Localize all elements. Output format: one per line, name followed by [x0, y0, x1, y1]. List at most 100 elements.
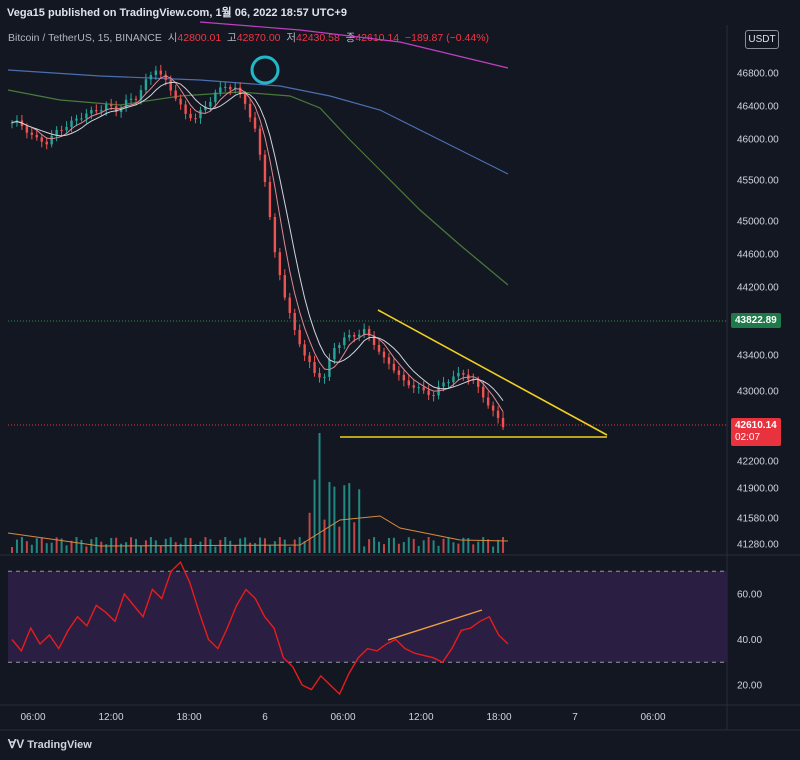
- volume-bar: [55, 537, 58, 553]
- price-axis-tick: 41580.00: [737, 514, 779, 525]
- volume-bar: [268, 544, 271, 553]
- volume-bars: [7, 433, 509, 553]
- candle-body: [248, 103, 252, 118]
- candle-body: [462, 372, 465, 375]
- candle-body: [154, 70, 158, 76]
- rsi-axis-tick: 40.00: [737, 635, 762, 646]
- candle-body: [427, 390, 430, 396]
- candle-body: [491, 405, 495, 411]
- candle-body: [209, 101, 212, 107]
- candle-body: [397, 370, 401, 375]
- rsi-pane: [8, 560, 727, 696]
- candle-body: [447, 382, 450, 384]
- candle-body: [164, 74, 167, 80]
- candle-body: [457, 372, 460, 377]
- volume-bar: [130, 537, 133, 553]
- candle-body: [149, 75, 153, 80]
- volume-bar: [283, 539, 286, 553]
- volume-bar: [397, 543, 400, 553]
- candle-body: [100, 110, 103, 112]
- candle-body: [174, 90, 177, 99]
- volume-bar: [174, 542, 177, 553]
- candle-body: [343, 337, 346, 346]
- volume-bar: [194, 544, 197, 553]
- volume-bar: [234, 545, 237, 553]
- price-axis-tick: 44600.00: [737, 250, 779, 261]
- candle-body: [65, 126, 68, 131]
- volume-bar: [229, 540, 232, 553]
- candle-body: [40, 137, 43, 142]
- price-axis-tick: 45500.00: [737, 176, 779, 187]
- candle-body: [25, 126, 29, 133]
- time-axis-tick: 6: [262, 712, 268, 723]
- volume-bar: [45, 543, 48, 553]
- candle-body: [477, 380, 480, 387]
- volume-bar: [85, 546, 88, 553]
- footer-brand: ⱯV TradingView: [8, 737, 92, 751]
- candle-body: [402, 374, 406, 381]
- top-highlight-circle: [250, 55, 280, 85]
- candle-body: [189, 113, 192, 119]
- candle-body: [303, 344, 306, 356]
- volume-bar: [462, 537, 465, 553]
- candle-body: [298, 329, 301, 345]
- candle-body: [199, 110, 202, 119]
- candle-body: [442, 382, 445, 387]
- volume-bar: [467, 538, 470, 553]
- candle-body: [323, 376, 326, 378]
- volume-bar: [487, 539, 490, 553]
- volume-bar: [115, 537, 118, 553]
- candle-body: [55, 129, 58, 136]
- price-axis-tick: 41900.00: [737, 484, 779, 495]
- candle-body: [124, 99, 128, 108]
- volume-bar: [249, 542, 252, 553]
- candle-body: [263, 154, 267, 182]
- candle-body: [179, 98, 182, 105]
- volume-bar: [90, 539, 93, 553]
- rsi-line: [11, 560, 509, 696]
- candle-body: [35, 134, 38, 138]
- volume-bar: [378, 541, 381, 553]
- candle-body: [377, 344, 381, 352]
- volume-bar: [318, 433, 321, 553]
- volume-bar: [30, 544, 33, 553]
- candle-body: [308, 355, 311, 363]
- volume-bar: [442, 538, 445, 553]
- volume-bar: [288, 546, 291, 553]
- time-axis-tick: 18:00: [176, 712, 201, 723]
- candle-body: [30, 132, 34, 135]
- candle-body: [105, 104, 108, 111]
- candle-body: [278, 252, 282, 276]
- rsi-band: [8, 571, 727, 663]
- time-axis-tick: 06:00: [20, 712, 45, 723]
- current-price-tag: 42610.14 02:07: [731, 418, 781, 446]
- candle-body: [204, 106, 207, 111]
- candle-body: [501, 418, 505, 428]
- candle-body: [110, 104, 113, 107]
- tradingview-logo-icon: ⱯV: [8, 737, 25, 751]
- candle-body: [372, 335, 376, 345]
- volume-bar: [492, 546, 495, 553]
- candle-body: [482, 386, 485, 398]
- volume-bar: [363, 546, 366, 553]
- volume-bar: [15, 539, 18, 553]
- volume-bar: [125, 542, 128, 553]
- volume-bar: [209, 539, 212, 553]
- volume-bar: [120, 543, 123, 553]
- volume-bar: [100, 541, 103, 553]
- ma-blue-line: [7, 69, 509, 175]
- candle-body: [45, 141, 48, 145]
- candle-body: [318, 373, 321, 378]
- time-axis-tick: 12:00: [98, 712, 123, 723]
- symbol-name[interactable]: Bitcoin / TetherUS, 15, BINANCE: [8, 32, 162, 44]
- currency-badge[interactable]: USDT: [745, 30, 779, 49]
- candle-body: [224, 86, 227, 88]
- candle-body: [129, 98, 133, 100]
- candle-body: [268, 181, 272, 218]
- volume-bar: [402, 542, 405, 553]
- volume-bar: [169, 537, 172, 553]
- candles: [10, 64, 505, 430]
- candle-body: [219, 87, 222, 93]
- candle-body: [417, 387, 420, 389]
